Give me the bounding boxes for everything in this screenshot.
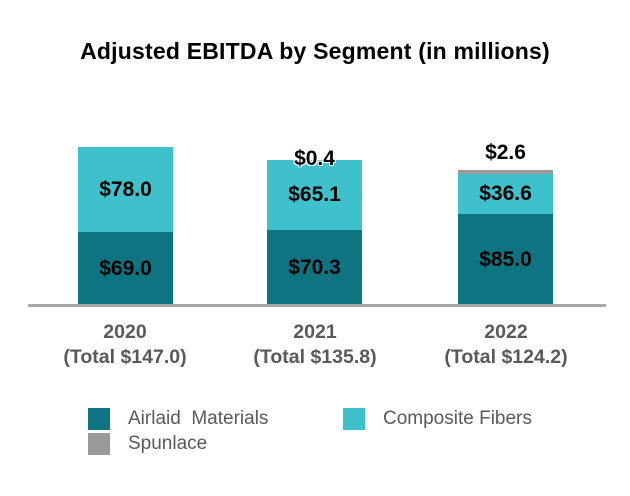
value-label-composite-2021: $65.1 — [288, 183, 341, 206]
segment-composite-fibers-2020: $78.0 — [78, 147, 173, 232]
legend-label-composite-fibers: Composite Fibers — [383, 408, 532, 429]
plot-area: $78.0 $69.0 $0.4 $65.1 $70.3 $2.6 $36.6 — [28, 141, 606, 307]
chart-title: Adjusted EBITDA by Segment (in millions) — [80, 38, 550, 64]
composite-fibers-swatch-icon — [343, 408, 365, 430]
spunlace-swatch-icon — [88, 433, 110, 455]
x-axis-line — [28, 304, 606, 307]
bar-2021: $0.4 $65.1 $70.3 — [267, 147, 362, 306]
segment-airlaid-materials-2020: $69.0 — [78, 232, 173, 306]
legend-item-composite-fibers: Composite Fibers — [343, 408, 532, 430]
x-tick-year-2022: 2022 — [484, 321, 528, 343]
value-label-composite-2020: $78.0 — [99, 177, 152, 201]
segment-airlaid-materials-2021: $70.3 — [267, 230, 362, 306]
value-label-airlaid-2020: $69.0 — [99, 257, 152, 280]
value-label-spunlace-2021: $0.4 — [294, 147, 335, 170]
x-tick-2020: 2020 (Total $147.0) — [25, 320, 225, 370]
legend-item-spunlace: Spunlace — [88, 433, 207, 455]
segment-spunlace-2022 — [458, 170, 553, 174]
x-tick-total-2020: (Total $147.0) — [63, 346, 187, 368]
legend-label-airlaid-materials: Airlaid Materials — [128, 408, 269, 429]
x-tick-year-2020: 2020 — [103, 321, 147, 343]
value-label-spunlace-2022: $2.6 — [485, 141, 526, 164]
x-tick-year-2021: 2021 — [293, 321, 337, 343]
x-tick-2021: 2021 (Total $135.8) — [215, 320, 415, 370]
segment-composite-fibers-2022: $36.6 — [458, 174, 553, 214]
legend-item-airlaid-materials: Airlaid Materials — [88, 408, 268, 430]
bar-2022: $2.6 $36.6 $85.0 — [458, 141, 553, 306]
legend-label-spunlace: Spunlace — [128, 433, 208, 454]
airlaid-materials-swatch-icon — [88, 408, 110, 430]
segment-airlaid-materials-2022: $85.0 — [458, 214, 553, 306]
bar-2020: $78.0 $69.0 — [78, 147, 173, 306]
x-tick-total-2021: (Total $135.8) — [253, 346, 377, 368]
value-label-airlaid-2022: $85.0 — [479, 248, 532, 271]
x-tick-2022: 2022 (Total $124.2) — [406, 320, 606, 370]
x-tick-total-2022: (Total $124.2) — [444, 346, 568, 368]
value-label-airlaid-2021: $70.3 — [288, 256, 341, 279]
segment-composite-fibers-2021: $65.1 — [267, 160, 362, 230]
value-label-composite-2022: $36.6 — [479, 182, 532, 205]
